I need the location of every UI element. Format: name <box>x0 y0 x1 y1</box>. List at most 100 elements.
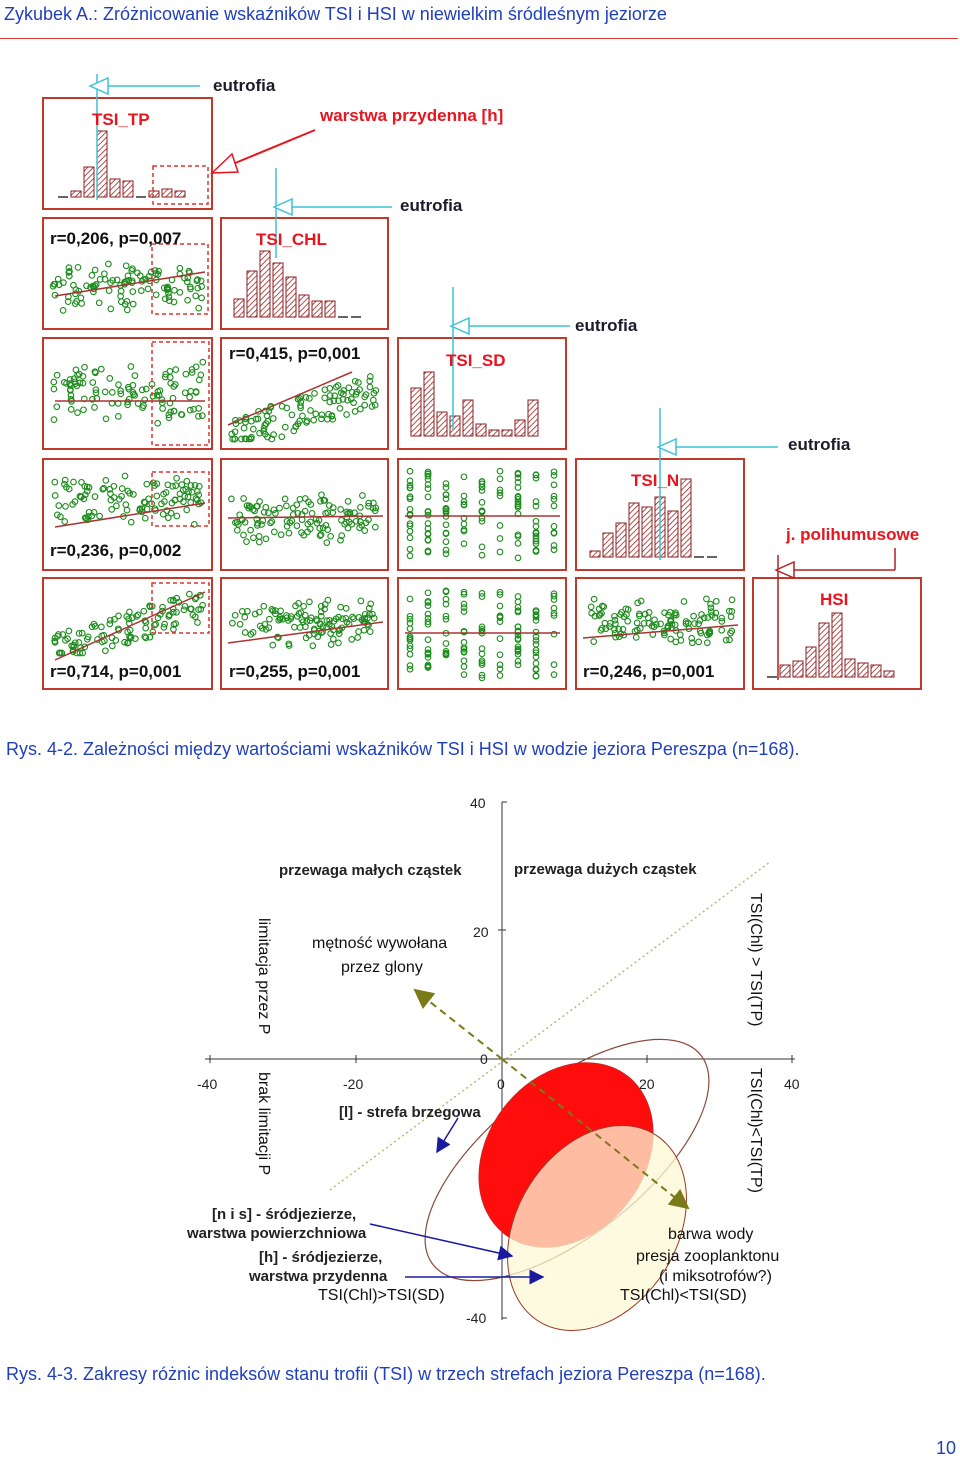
scatter-point <box>55 502 63 509</box>
scatter-point <box>181 492 189 500</box>
scatter-point <box>108 642 116 650</box>
scatter-point <box>344 396 351 404</box>
scatter-point <box>107 490 114 498</box>
scatter-point <box>96 512 103 520</box>
correlation-label: r=0,236, p=0,002 <box>50 541 181 560</box>
scatter-point <box>370 614 378 622</box>
scatter-point <box>293 522 301 530</box>
scatter-point <box>293 612 301 620</box>
scatter-point <box>80 406 87 414</box>
scatter-point <box>285 642 293 649</box>
scatter-point <box>243 538 250 545</box>
scatter-point <box>62 637 69 644</box>
scatter-point <box>478 590 486 597</box>
scatter-point <box>50 280 58 288</box>
scatter-point <box>278 433 286 441</box>
scatter-point <box>478 674 486 682</box>
histogram-bar <box>410 387 422 437</box>
scatter-point <box>728 627 736 635</box>
scatter-point <box>199 358 207 366</box>
scatter-point <box>478 657 486 665</box>
correlation-label: r=0,714, p=0,001 <box>50 662 181 681</box>
scatter-point <box>145 495 152 503</box>
scatter-point <box>667 635 675 643</box>
tick-label: 40 <box>470 795 486 811</box>
correlation-label: r=0,415, p=0,001 <box>229 344 360 363</box>
scatter-point <box>650 623 658 631</box>
scatter-point <box>496 467 504 475</box>
scatter-point <box>460 526 468 534</box>
scatter-point <box>123 306 131 314</box>
histogram-bar <box>148 190 160 198</box>
tick-label: 20 <box>639 1076 655 1092</box>
trend-line <box>227 371 353 426</box>
scatter-point <box>113 276 121 284</box>
scatter-point <box>303 419 310 426</box>
scatter-point <box>329 635 337 643</box>
scatter-point <box>514 661 522 669</box>
scatter-point <box>245 504 253 512</box>
scatter-point <box>550 481 558 489</box>
scatter-point <box>460 600 468 608</box>
scatter-point <box>277 531 285 539</box>
scatter-point <box>424 663 432 671</box>
scatter-point <box>424 537 432 544</box>
scatter-point <box>591 612 599 620</box>
scatter-point <box>708 611 716 619</box>
histogram-bar <box>883 670 895 678</box>
tsi-deviation-figure: 40 20 0 -40 -40 -20 0 20 40 przewaga mał… <box>186 795 800 1331</box>
scatter-point <box>442 648 450 655</box>
scatter-point <box>118 485 126 492</box>
scatter-point <box>712 597 720 605</box>
scatter-point <box>532 529 540 537</box>
scatter-point <box>424 654 432 661</box>
scatter-point <box>173 512 181 520</box>
scatter-point <box>186 590 193 598</box>
scatter-point <box>167 596 174 604</box>
scatter-point <box>637 597 645 605</box>
scatter-point <box>316 532 324 539</box>
scatter-point <box>337 536 344 544</box>
scatter-point <box>323 617 331 624</box>
scatter-point <box>91 368 99 376</box>
scatter-point <box>478 551 486 559</box>
scatter-point <box>344 498 352 505</box>
scatter-point <box>106 620 114 628</box>
scatter-point <box>514 496 522 503</box>
scatter-point <box>324 509 332 516</box>
running-header: Zykubek A.: Zróżnicowanie wskaźników TSI… <box>4 4 667 24</box>
scatter-point <box>260 425 268 432</box>
scatter-point <box>99 485 107 493</box>
scatter-point <box>190 521 198 528</box>
hypolimnion-label: warstwa przydenna [h] <box>319 106 503 125</box>
scatter-point <box>424 589 432 597</box>
scatter-point <box>242 435 250 443</box>
scatter-point <box>117 390 125 398</box>
scatter-point <box>102 477 110 484</box>
scatter-point <box>117 387 124 395</box>
scatter-point <box>296 495 304 503</box>
scatter-point <box>188 366 196 373</box>
scatter-point <box>139 404 146 411</box>
scatter-point <box>170 298 178 306</box>
scatter-point <box>704 631 711 639</box>
scatter-point <box>231 435 239 443</box>
scatter-point <box>163 507 171 514</box>
scatter-point <box>532 607 540 614</box>
scatter-point <box>337 506 344 513</box>
scatter-point <box>532 649 540 657</box>
scatter-point <box>357 504 364 511</box>
scatter-point <box>79 379 87 387</box>
scatter-point <box>122 501 130 508</box>
scatter-point <box>307 407 314 414</box>
scatter-point <box>514 623 522 631</box>
scatter-point <box>198 283 206 290</box>
histogram-bar <box>298 294 310 318</box>
scatter-point <box>442 480 450 487</box>
panel-sd-vs-chl <box>220 337 389 450</box>
histogram-bar <box>324 300 336 318</box>
scatter-point <box>514 608 522 616</box>
scatter-point <box>442 651 450 659</box>
scatter-point <box>126 626 134 634</box>
scatter-point <box>65 627 73 635</box>
